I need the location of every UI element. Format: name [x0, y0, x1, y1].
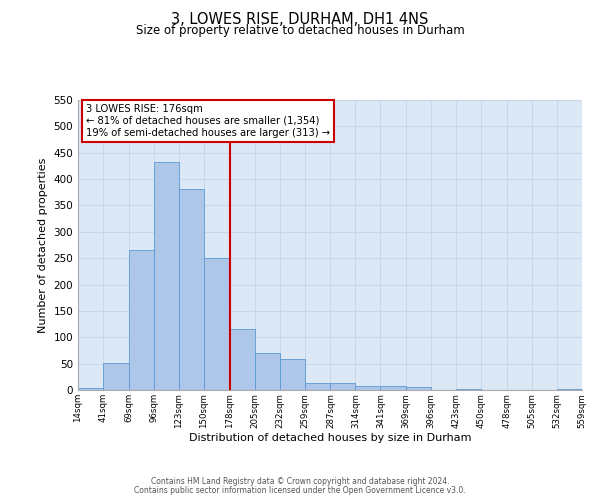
Bar	[179, 188, 204, 390]
Bar	[78, 388, 103, 390]
Text: Contains HM Land Registry data © Crown copyright and database right 2024.: Contains HM Land Registry data © Crown c…	[151, 477, 449, 486]
Bar	[154, 162, 179, 390]
Bar	[254, 353, 280, 390]
Text: Contains public sector information licensed under the Open Government Licence v3: Contains public sector information licen…	[134, 486, 466, 495]
Bar	[557, 389, 582, 390]
Y-axis label: Number of detached properties: Number of detached properties	[38, 158, 48, 332]
Bar	[280, 360, 305, 390]
Text: 3, LOWES RISE, DURHAM, DH1 4NS: 3, LOWES RISE, DURHAM, DH1 4NS	[172, 12, 428, 28]
Bar	[305, 383, 331, 390]
Bar	[204, 258, 230, 390]
Bar	[129, 250, 154, 390]
Bar	[355, 386, 380, 390]
Bar	[380, 386, 406, 390]
Bar	[103, 363, 129, 390]
Bar	[406, 388, 431, 390]
Bar	[456, 389, 481, 390]
Text: Size of property relative to detached houses in Durham: Size of property relative to detached ho…	[136, 24, 464, 37]
Bar	[331, 383, 355, 390]
Text: 3 LOWES RISE: 176sqm
← 81% of detached houses are smaller (1,354)
19% of semi-de: 3 LOWES RISE: 176sqm ← 81% of detached h…	[86, 104, 329, 138]
X-axis label: Distribution of detached houses by size in Durham: Distribution of detached houses by size …	[189, 433, 471, 443]
Bar	[230, 330, 254, 390]
